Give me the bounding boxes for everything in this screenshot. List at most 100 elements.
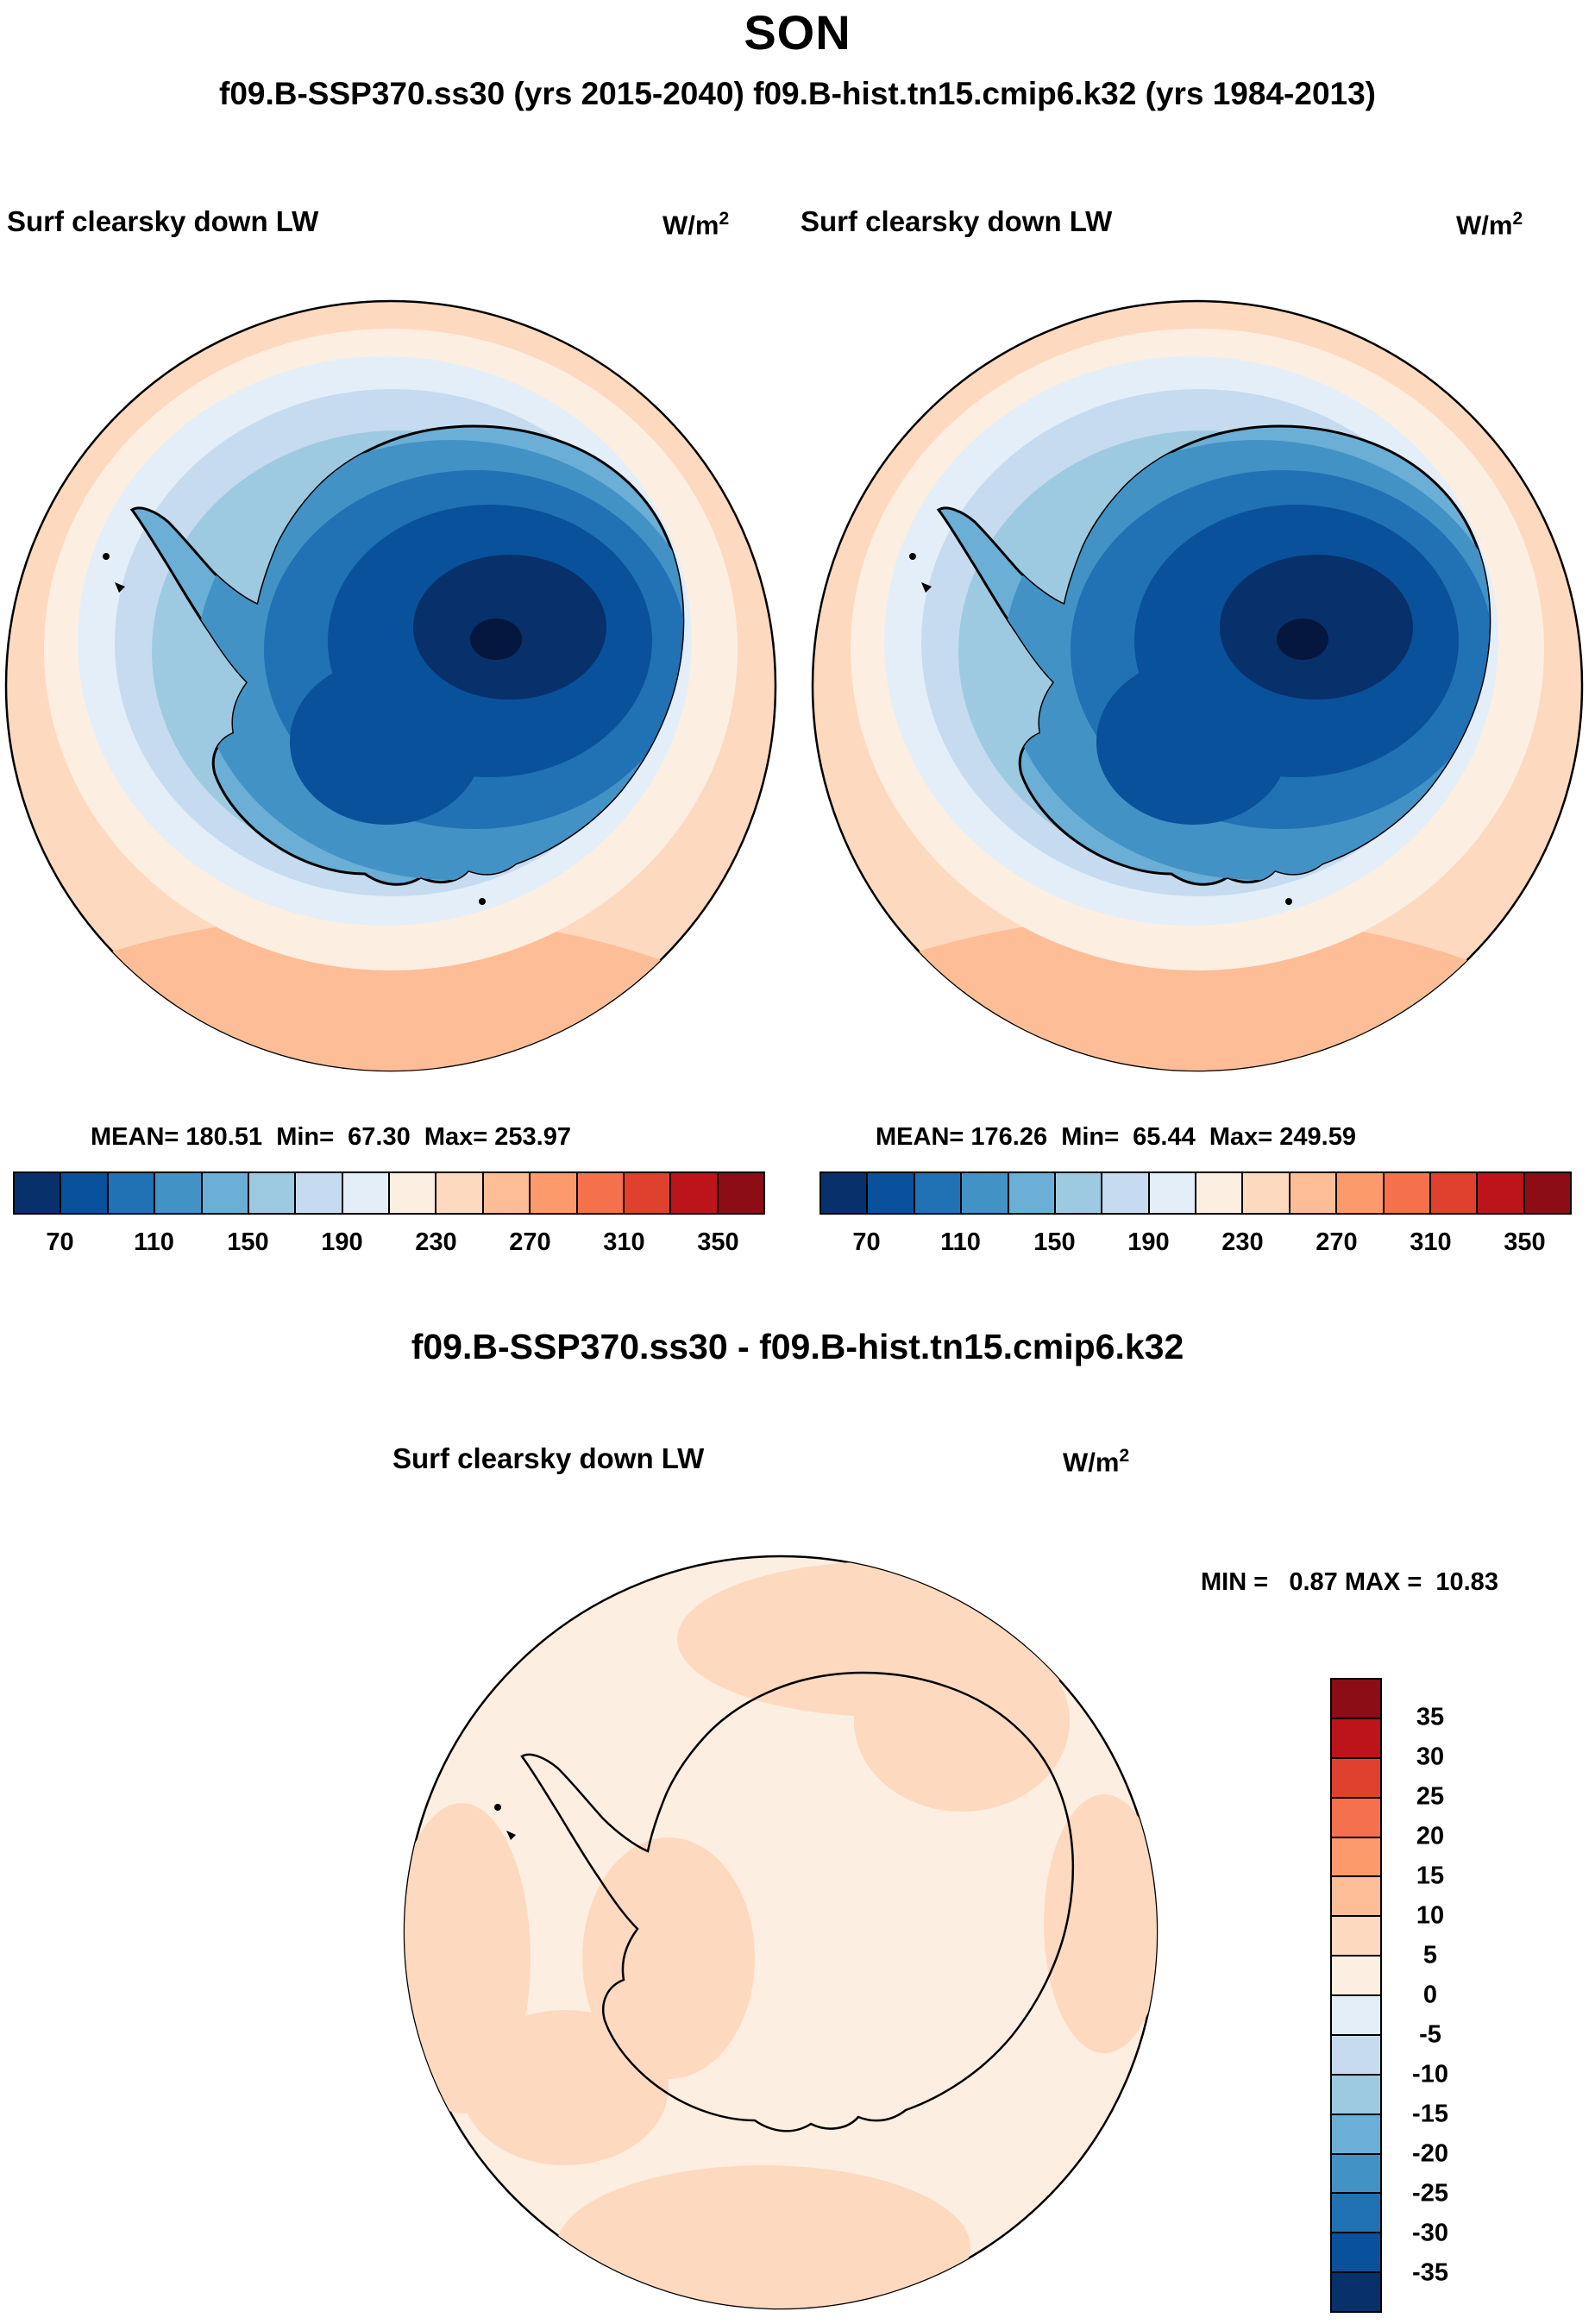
colorbar-tick-label: 310 [1410, 1228, 1452, 1256]
colorbar-segment [202, 1173, 249, 1213]
colorbar-segment [531, 1173, 578, 1213]
colorbar-ticks-top-left: 70 110 150 190 230 270 310 350 [13, 1228, 765, 1263]
colorbar-segment [483, 1173, 531, 1213]
colorbar-segment [1332, 1798, 1380, 1838]
colorbar-segment [1102, 1173, 1150, 1213]
colorbar-segment [1332, 1837, 1380, 1878]
colorbar-segment [962, 1173, 1009, 1213]
colorbar-segment [436, 1173, 484, 1213]
colorbar-tick-label: 70 [852, 1228, 881, 1256]
colorbar-segment [1332, 2273, 1380, 2311]
colorbar-segment [1478, 1173, 1525, 1213]
colorbar-segment [1332, 1877, 1380, 1918]
colorbar-segment [155, 1173, 203, 1213]
colorbar-tick-label: 10 [1416, 1901, 1445, 1930]
units-exponent: 2 [719, 209, 730, 229]
colorbar-segment [1332, 1917, 1380, 1957]
colorbar-segment [1430, 1173, 1479, 1213]
colorbar-tick-label: 350 [697, 1228, 739, 1256]
colorbar-segment [1243, 1173, 1290, 1213]
colorbar-tick-label: -10 [1412, 2060, 1448, 2088]
colorbar-segment [671, 1173, 719, 1213]
colorbar-tick-label: 230 [415, 1228, 457, 1256]
map-top-right [809, 298, 1586, 1074]
colorbar-segment [1332, 1758, 1380, 1799]
colorbar-segment [390, 1173, 437, 1213]
colorbar-segment [1332, 1718, 1380, 1759]
colorbar-tick-label: 35 [1416, 1703, 1445, 1731]
colorbar-segment [61, 1173, 109, 1213]
colorbar-segment [1524, 1173, 1570, 1213]
colorbar-segment [1332, 2035, 1380, 2076]
colorbar-segment [1332, 2154, 1380, 2195]
colorbar-segment [296, 1173, 343, 1213]
colorbar-segment [1384, 1173, 1431, 1213]
figure-title: SON [744, 5, 851, 60]
colorbar-segment [718, 1173, 763, 1213]
colorbar-tick-label: 25 [1416, 1782, 1445, 1811]
colorbar-segment [1055, 1173, 1103, 1213]
colorbar-segment [15, 1173, 62, 1213]
colorbar-tick-label: 0 [1422, 1981, 1438, 2009]
units-base: W/m [1456, 210, 1513, 241]
colorbar-ticks-difference: 35 30 25 20 15 10 5 0 -5 -10 -15 -20 -25 -30 -35 [1391, 1678, 1470, 2313]
runs-subtitle: f09.B-SSP370.ss30 (yrs 2015-2040) f09.B-… [219, 76, 1376, 111]
units-exponent: 2 [1512, 209, 1523, 229]
colorbar-tick-label: -35 [1412, 2258, 1448, 2287]
colorbar-tick-label: 70 [46, 1228, 74, 1256]
colorbar-tick-label: 270 [1316, 1228, 1358, 1256]
colorbar-tick-label: 15 [1416, 1862, 1445, 1890]
colorbar-segment [1290, 1173, 1338, 1213]
colorbar-segment [1332, 2114, 1380, 2155]
colorbar-segment [1332, 2194, 1380, 2234]
colorbar-difference [1330, 1678, 1382, 2313]
colorbar-tick-label: 310 [603, 1228, 645, 1256]
panel-label-difference: Surf clearsky down LW [392, 1442, 705, 1474]
colorbar-segment [1008, 1173, 1056, 1213]
colorbar-segment [1332, 1680, 1380, 1719]
colorbar-tick-label: 20 [1416, 1822, 1445, 1850]
units-base: W/m [1063, 1447, 1120, 1478]
colorbar-tick-label: 30 [1416, 1743, 1445, 1771]
colorbar-tick-label: -25 [1412, 2179, 1448, 2208]
colorbar-segment [1337, 1173, 1385, 1213]
map-top-left [3, 298, 779, 1074]
units-label-difference: W/m2 [1063, 1446, 1129, 1478]
colorbar-tick-label: 5 [1422, 1941, 1438, 1969]
colorbar-segment [624, 1173, 672, 1213]
colorbar-tick-label: -30 [1412, 2219, 1448, 2247]
colorbar-top-left [13, 1171, 765, 1215]
colorbar-tick-label: -15 [1412, 2100, 1448, 2128]
colorbar-segment [1332, 2233, 1380, 2274]
colorbar-segment [108, 1173, 156, 1213]
units-label-top-right: W/m2 [1456, 209, 1523, 241]
colorbar-segment [1149, 1173, 1196, 1213]
colorbar-segment [342, 1173, 390, 1213]
units-base: W/m [662, 210, 719, 241]
units-exponent: 2 [1119, 1446, 1130, 1466]
colorbar-segment [577, 1173, 625, 1213]
colorbar-tick-label: 230 [1221, 1228, 1264, 1256]
colorbar-segment [1332, 1957, 1380, 1996]
colorbar-segment [914, 1173, 963, 1213]
colorbar-tick-label: 150 [227, 1228, 269, 1256]
colorbar-segment [1196, 1173, 1244, 1213]
colorbar-segment [821, 1173, 869, 1213]
difference-title: f09.B-SSP370.ss30 - f09.B-hist.tn15.cmip… [411, 1327, 1184, 1366]
colorbar-segment [1332, 1996, 1380, 2036]
colorbar-tick-label: -5 [1419, 2020, 1441, 2049]
stats-text-top-left: MEAN= 180.51 Min= 67.30 Max= 253.97 [91, 1123, 571, 1151]
map-difference [401, 1553, 1160, 2312]
colorbar-tick-label: 110 [134, 1228, 174, 1256]
colorbar-segment [1332, 2075, 1380, 2115]
panel-label-top-right: Surf clearsky down LW [801, 205, 1113, 237]
colorbar-segment [248, 1173, 297, 1213]
colorbar-tick-label: 190 [321, 1228, 363, 1256]
colorbar-ticks-top-right: 70 110 150 190 230 270 310 350 [819, 1228, 1572, 1263]
colorbar-tick-label: 270 [509, 1228, 551, 1256]
stats-text-top-right: MEAN= 176.26 Min= 65.44 Max= 249.59 [876, 1123, 1356, 1151]
colorbar-segment [868, 1173, 915, 1213]
colorbar-tick-label: 110 [940, 1228, 981, 1256]
colorbar-top-right [819, 1171, 1572, 1215]
